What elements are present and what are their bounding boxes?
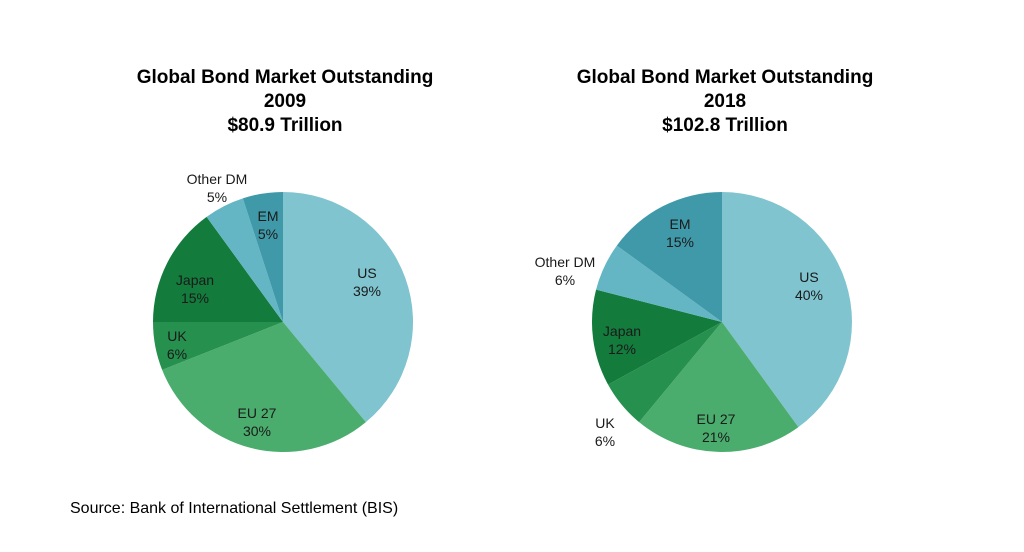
pie-slice-uk [608,322,722,423]
pie-svg-2009: US 39% EU 27 30% UK 6% Japan 15% Other DM 5% EM 5% [153,171,414,453]
pie-chart-2018: Global Bond Market Outstanding 2018 $102… [535,0,895,470]
pie-label-name: EM [258,208,279,224]
pie-slice-em [616,192,722,322]
chart-title-line-2: 2009 [263,91,307,112]
pie-label-value: 15% [181,290,209,306]
pie-label-value: 6% [595,433,615,449]
pie-label-value: 40% [795,287,823,303]
pie-label-value: 6% [167,346,187,362]
pie-slices [153,192,414,453]
pie-chart-2009: Global Bond Market Outstanding 2009 $80.… [115,0,455,470]
pie-label-name: UK [595,415,615,431]
pie-slice-uk [153,322,283,370]
pie-label-other-dm: Other DM 6% [535,254,596,288]
pie-label-eu-27: EU 27 30% [238,405,277,439]
pie-svg-2018: US 40% EU 27 21% UK 6% Japan 12% Other DM 6% EM 15% [535,192,852,453]
pie-slice-japan [591,289,722,385]
pie-label-name: US [357,265,376,281]
chart-title-line-1: Global Bond Market Outstanding [136,67,434,88]
pie-label-uk: UK 6% [595,415,616,449]
chart-title-line-2: 2018 [703,91,747,112]
chart-title-line-1: Global Bond Market Outstanding [576,67,874,88]
pie-slice-other-dm [596,245,722,322]
pie-label-name: Japan [603,323,641,339]
pie-label-em: EM 5% [258,208,279,242]
pie-label-value: 6% [555,272,575,288]
pie-label-name: EU 27 [697,411,736,427]
pie-label-value: 21% [702,429,730,445]
pie-label-us: US 39% [353,265,381,299]
pie-label-name: EU 27 [238,405,277,421]
pie-label-name: EM [670,216,691,232]
pie-slice-us [722,192,852,428]
pie-label-value: 5% [207,189,227,205]
pie-slice-other-dm [206,198,283,322]
pie-labels: US 39% EU 27 30% UK 6% Japan 15% Other DM 5% EM 5% [167,171,381,439]
pie-label-name: Other DM [187,171,248,187]
pie-slice-us [283,192,414,423]
chart-title-2018: Global Bond Market Outstanding 2018 $102… [555,66,895,138]
pie-label-name: Japan [176,272,214,288]
pie-label-value: 12% [608,341,636,357]
pie-slice-eu-27 [639,322,799,453]
pie-label-uk: UK 6% [167,328,188,362]
chart-title-2009: Global Bond Market Outstanding 2009 $80.… [115,66,455,138]
pie-label-japan: Japan 12% [603,323,641,357]
pie-label-eu-27: EU 27 21% [697,411,736,445]
pie-label-value: 39% [353,283,381,299]
pie-label-em: EM 15% [666,216,694,250]
pie-label-value: 15% [666,234,694,250]
pie-slices [591,192,852,453]
pie-label-name: Other DM [535,254,596,270]
pie-label-name: UK [167,328,187,344]
pie-label-value: 5% [258,226,278,242]
pie-slice-eu-27 [162,322,366,453]
pie-label-name: US [799,269,818,285]
pie-label-us: US 40% [795,269,823,303]
source-note: Source: Bank of International Settlement… [70,500,399,517]
chart-title-line-3: $80.9 Trillion [227,115,343,136]
pie-slice-em [242,192,283,322]
chart-title-line-3: $102.8 Trillion [662,115,788,136]
pie-labels: US 40% EU 27 21% UK 6% Japan 12% Other DM 6% EM 15% [535,216,823,449]
pie-slice-japan [153,216,283,322]
pie-label-japan: Japan 15% [176,272,214,306]
pie-label-value: 30% [243,423,271,439]
pie-label-other-dm: Other DM 5% [187,171,248,205]
